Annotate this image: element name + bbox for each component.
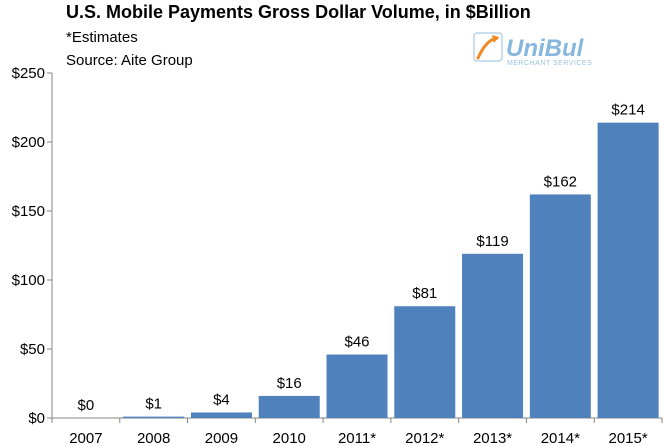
logo-tagline: MERCHANT SERVICES xyxy=(507,60,592,67)
x-tick-label: 2015* xyxy=(609,430,648,446)
data-label: $4 xyxy=(213,391,230,408)
data-labels: $0 $1 $4 $16 $46 $81 $119 $162 $214 xyxy=(78,102,645,414)
y-tick-label: $150 xyxy=(12,203,45,220)
data-label: $1 xyxy=(145,396,162,413)
data-label: $162 xyxy=(544,173,577,190)
data-label: $16 xyxy=(277,375,302,392)
y-axis: $0 $50 $100 $150 $200 $250 xyxy=(12,65,53,427)
x-tick-label: 2012* xyxy=(405,430,444,446)
y-tick-label: $250 xyxy=(12,65,45,82)
bar xyxy=(190,412,252,418)
x-tick-label: 2008 xyxy=(137,430,170,446)
bar xyxy=(394,306,456,418)
x-axis: 2007 2008 2009 2010 2011* 2012* 2013* 2014* 2015… xyxy=(51,417,663,446)
bar xyxy=(462,253,524,418)
y-tick-label: $100 xyxy=(12,272,45,289)
y-tick-label: $0 xyxy=(28,410,45,427)
x-tick-label: 2014* xyxy=(541,430,580,446)
data-label: $214 xyxy=(611,102,644,119)
bar xyxy=(597,122,659,419)
unibul-logo: UniBul MERCHANT SERVICES xyxy=(473,32,592,67)
bars xyxy=(123,122,659,419)
x-tick-label: 2013* xyxy=(473,430,512,446)
x-tick-label: 2011* xyxy=(338,430,376,446)
data-label: $119 xyxy=(476,233,508,250)
chart-title: U.S. Mobile Payments Gross Dollar Volume… xyxy=(66,2,531,22)
source-note: Source: Aite Group xyxy=(66,52,193,69)
data-label: $0 xyxy=(78,397,95,414)
bar xyxy=(258,395,320,418)
bar xyxy=(326,354,388,418)
x-tick-label: 2010 xyxy=(273,430,306,446)
y-tick-label: $50 xyxy=(20,341,45,358)
y-tick-label: $200 xyxy=(12,134,45,151)
estimates-note: *Estimates xyxy=(66,29,138,46)
data-label: $81 xyxy=(412,285,437,302)
data-label: $46 xyxy=(344,334,369,351)
bar xyxy=(123,416,185,418)
logo-name: UniBul xyxy=(506,35,585,62)
x-tick-label: 2007 xyxy=(69,430,102,446)
swoosh-arrow-icon xyxy=(473,32,503,62)
x-tick-label: 2009 xyxy=(205,430,238,446)
bar xyxy=(529,194,591,418)
